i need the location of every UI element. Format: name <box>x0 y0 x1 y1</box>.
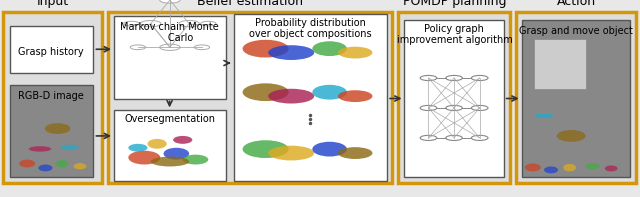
Ellipse shape <box>544 166 558 173</box>
Ellipse shape <box>557 130 586 142</box>
Ellipse shape <box>268 146 314 160</box>
Ellipse shape <box>268 89 314 104</box>
Circle shape <box>124 21 140 26</box>
Bar <box>398 12 510 183</box>
Ellipse shape <box>147 139 166 149</box>
Ellipse shape <box>312 41 347 56</box>
Ellipse shape <box>243 140 289 158</box>
Bar <box>10 26 93 73</box>
Ellipse shape <box>74 163 86 169</box>
Ellipse shape <box>128 144 147 152</box>
Bar <box>108 12 392 183</box>
Ellipse shape <box>338 147 372 159</box>
Bar <box>114 16 226 98</box>
Circle shape <box>472 105 488 111</box>
Ellipse shape <box>182 155 208 164</box>
Ellipse shape <box>61 145 79 150</box>
Text: Belief estimation: Belief estimation <box>196 0 303 8</box>
Ellipse shape <box>312 142 347 157</box>
Text: Markov chain Monte
       Carlo: Markov chain Monte Carlo <box>120 22 219 43</box>
Ellipse shape <box>164 148 189 160</box>
Circle shape <box>420 135 437 140</box>
Circle shape <box>140 20 161 27</box>
Ellipse shape <box>312 85 347 100</box>
Circle shape <box>446 75 463 81</box>
Ellipse shape <box>338 47 372 59</box>
Ellipse shape <box>19 160 35 167</box>
Text: Policy graph
improvement algorithm: Policy graph improvement algorithm <box>397 24 512 45</box>
Bar <box>522 20 630 177</box>
Bar <box>10 85 93 177</box>
Ellipse shape <box>173 136 192 144</box>
Text: Probability distribution
over object compositions: Probability distribution over object com… <box>249 18 372 39</box>
Circle shape <box>420 75 437 81</box>
Circle shape <box>131 45 146 50</box>
Ellipse shape <box>605 165 618 171</box>
Text: Grasp history: Grasp history <box>19 47 84 57</box>
Circle shape <box>446 135 463 140</box>
Text: Grasp and move object: Grasp and move object <box>519 26 633 36</box>
Circle shape <box>472 135 488 140</box>
Bar <box>234 14 387 181</box>
Ellipse shape <box>243 83 289 101</box>
Bar <box>534 39 586 89</box>
Text: Input: Input <box>37 0 69 8</box>
Ellipse shape <box>268 45 314 60</box>
Ellipse shape <box>534 113 554 118</box>
Text: Action: Action <box>556 0 596 8</box>
Ellipse shape <box>243 40 289 58</box>
Ellipse shape <box>56 160 68 167</box>
Circle shape <box>159 44 180 50</box>
Circle shape <box>179 20 200 27</box>
Bar <box>114 110 226 181</box>
Bar <box>516 12 636 183</box>
Bar <box>3 12 102 183</box>
Ellipse shape <box>29 146 51 152</box>
Ellipse shape <box>586 163 600 169</box>
Circle shape <box>472 75 488 81</box>
Ellipse shape <box>563 164 576 171</box>
Circle shape <box>446 105 463 111</box>
Ellipse shape <box>150 157 189 166</box>
Ellipse shape <box>45 123 70 134</box>
Ellipse shape <box>128 151 160 164</box>
Circle shape <box>159 0 180 3</box>
Ellipse shape <box>525 164 541 171</box>
Circle shape <box>420 105 437 111</box>
Text: Oversegmentation: Oversegmentation <box>124 114 215 124</box>
Text: RGB-D image: RGB-D image <box>19 91 84 101</box>
Text: POMDP planning: POMDP planning <box>403 0 506 8</box>
Circle shape <box>200 21 216 26</box>
Ellipse shape <box>38 164 52 171</box>
Circle shape <box>194 45 209 50</box>
Bar <box>404 20 504 177</box>
Ellipse shape <box>338 90 372 102</box>
